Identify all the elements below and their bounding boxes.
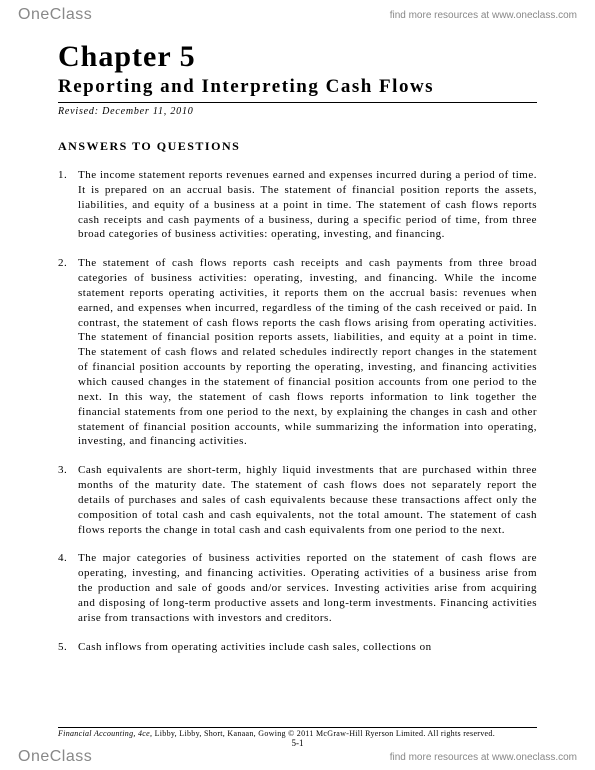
logo: OneClass [18, 748, 92, 766]
top-header: OneClass find more resources at www.onec… [0, 0, 595, 28]
answers-list: 1. The income statement reports revenues… [58, 168, 537, 654]
logo: OneClass [18, 6, 92, 24]
logo-part-one: One [18, 6, 50, 23]
answer-number: 1. [58, 168, 78, 242]
copyright-footer: Financial Accounting, 4ce, Libby, Libby,… [58, 727, 537, 738]
answer-number: 2. [58, 256, 78, 449]
logo-part-one: One [18, 748, 50, 765]
logo-part-class: Class [50, 6, 93, 23]
revised-date: Revised: December 11, 2010 [58, 106, 537, 117]
answer-text: The statement of cash flows reports cash… [78, 256, 537, 449]
chapter-title: Chapter 5 [58, 40, 537, 74]
title-rule [58, 102, 537, 103]
answer-text: The major categories of business activit… [78, 551, 537, 625]
page-content: Chapter 5 Reporting and Interpreting Cas… [0, 28, 595, 654]
book-title: Financial Accounting, 4ce, [58, 729, 152, 738]
header-tagline: find more resources at www.oneclass.com [390, 10, 577, 21]
footer-tagline: find more resources at www.oneclass.com [390, 752, 577, 763]
answer-item: 1. The income statement reports revenues… [58, 168, 537, 242]
answer-text: The income statement reports revenues ea… [78, 168, 537, 242]
bottom-footer: OneClass find more resources at www.onec… [0, 746, 595, 770]
answer-number: 3. [58, 463, 78, 537]
answer-number: 4. [58, 551, 78, 625]
answer-item: 4. The major categories of business acti… [58, 551, 537, 625]
chapter-subtitle: Reporting and Interpreting Cash Flows [58, 76, 537, 98]
logo-part-class: Class [50, 748, 93, 765]
answer-text: Cash inflows from operating activities i… [78, 640, 537, 655]
answer-item: 5. Cash inflows from operating activitie… [58, 640, 537, 655]
copyright-text: Libby, Libby, Short, Kanaan, Gowing © 20… [152, 729, 495, 738]
answer-number: 5. [58, 640, 78, 655]
answer-item: 3. Cash equivalents are short-term, high… [58, 463, 537, 537]
section-heading: ANSWERS TO QUESTIONS [58, 139, 537, 154]
answer-item: 2. The statement of cash flows reports c… [58, 256, 537, 449]
answer-text: Cash equivalents are short-term, highly … [78, 463, 537, 537]
